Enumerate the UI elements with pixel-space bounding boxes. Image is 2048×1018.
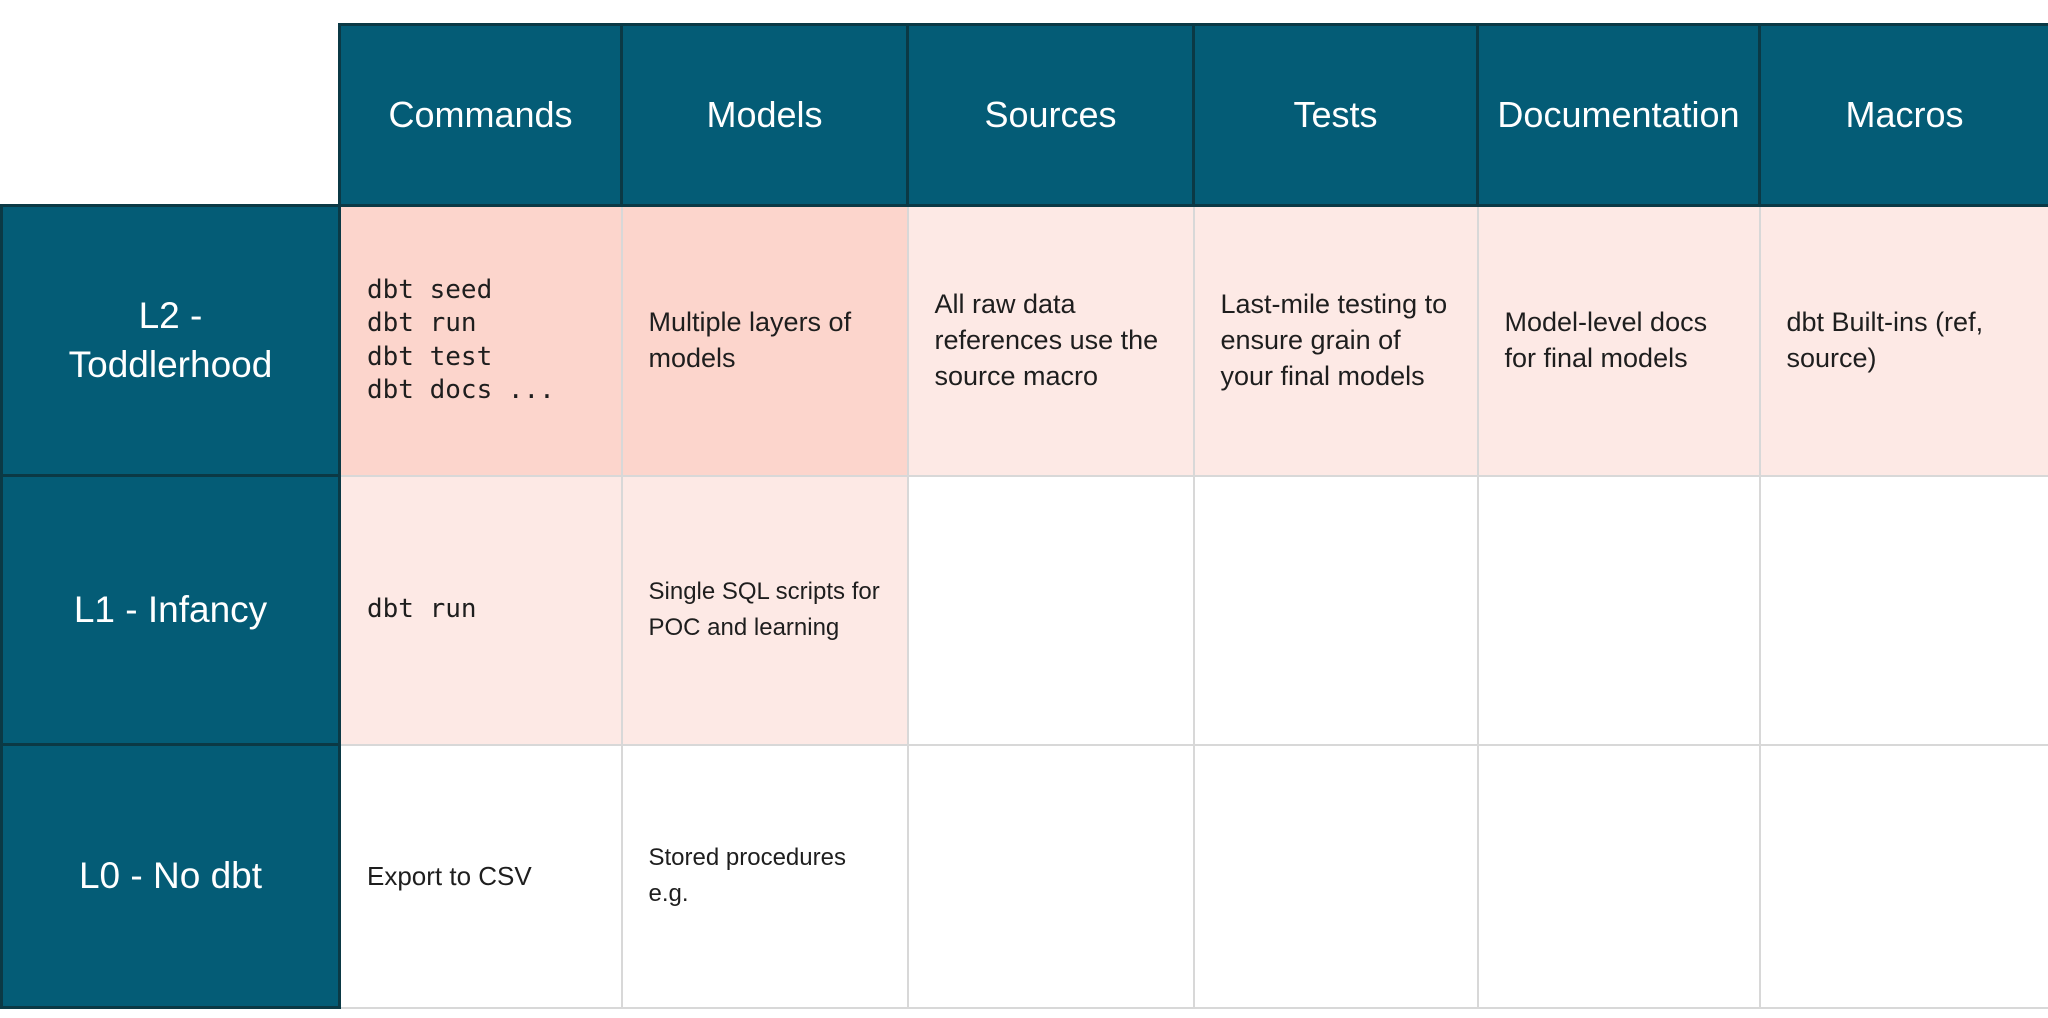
column-header-sources: Sources xyxy=(906,23,1195,207)
cell-l2-tests: Last-mile testing to ensure grain of you… xyxy=(1192,204,1479,477)
column-header-commands: Commands xyxy=(338,23,623,207)
cell-l2-commands: dbt seed dbt run dbt test dbt docs ... xyxy=(338,204,623,477)
cell-l0-sources xyxy=(906,743,1195,1009)
column-header-macros: Macros xyxy=(1758,23,2048,207)
cell-l1-sources xyxy=(906,474,1195,746)
cell-l1-commands: dbt run xyxy=(338,474,623,746)
cell-l0-tests xyxy=(1192,743,1479,1009)
header-row: Commands Models Sources Tests Documentat… xyxy=(1,23,2048,207)
cell-l1-macros xyxy=(1758,474,2048,746)
cell-l1-models: Single SQL scripts for POC and learning xyxy=(620,474,909,746)
row-label-l0-no-dbt: L0 - No dbt xyxy=(0,743,341,1009)
cell-l0-models: Stored procedures e.g. xyxy=(620,743,909,1009)
column-header-tests: Tests xyxy=(1192,23,1479,207)
cell-l2-documentation: Model-level docs for final models xyxy=(1476,204,1761,477)
cell-l0-commands: Export to CSV xyxy=(338,743,623,1009)
column-header-documentation: Documentation xyxy=(1476,23,1761,207)
row-label-l2-toddlerhood: L2 - Toddlerhood xyxy=(0,204,341,477)
corner-cell xyxy=(1,24,340,206)
cell-l2-sources: All raw data references use the source m… xyxy=(906,204,1195,477)
table-row-l2-toddlerhood: L2 - Toddlerhood dbt seed dbt run dbt te… xyxy=(0,204,2048,477)
dbt-maturity-matrix-table: Commands Models Sources Tests Documentat… xyxy=(0,23,2048,1009)
table-row-l1-infancy: L1 - Infancy dbt run Single SQL scripts … xyxy=(0,474,2048,746)
cell-l1-documentation xyxy=(1476,474,1761,746)
cell-l1-tests xyxy=(1192,474,1479,746)
row-label-l1-infancy: L1 - Infancy xyxy=(0,474,341,746)
table-row-l0-no-dbt: L0 - No dbt Export to CSV Stored procedu… xyxy=(0,743,2048,1009)
column-header-models: Models xyxy=(620,23,909,207)
cell-l2-macros: dbt Built-ins (ref, source) xyxy=(1758,204,2048,477)
cell-l0-documentation xyxy=(1476,743,1761,1009)
cell-l2-models: Multiple layers of models xyxy=(620,204,909,477)
cell-l0-macros xyxy=(1758,743,2048,1009)
